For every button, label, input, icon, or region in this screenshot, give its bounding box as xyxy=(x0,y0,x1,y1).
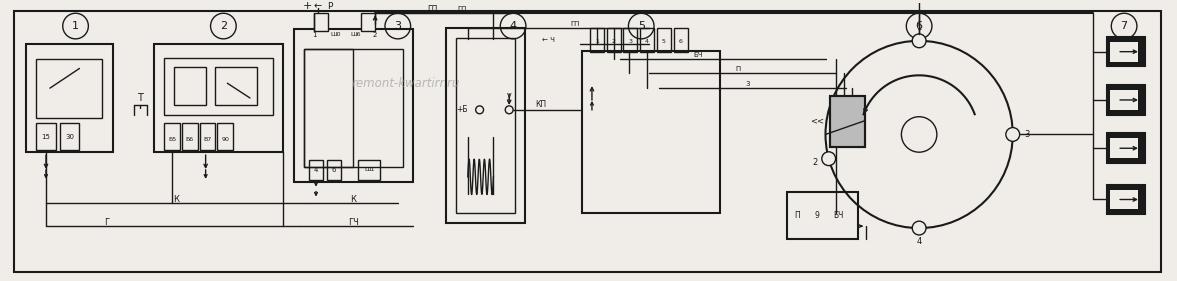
Bar xyxy=(673,28,687,52)
Text: 15: 15 xyxy=(41,134,51,140)
Text: П: П xyxy=(736,66,740,72)
Bar xyxy=(831,96,865,147)
Text: 6: 6 xyxy=(679,39,683,44)
Text: 3: 3 xyxy=(745,81,750,87)
Circle shape xyxy=(822,152,836,166)
Bar xyxy=(304,49,353,167)
Bar xyxy=(215,67,257,105)
Text: 1: 1 xyxy=(594,39,599,44)
Text: 4: 4 xyxy=(645,39,650,44)
Bar xyxy=(165,58,273,115)
Text: Г: Г xyxy=(105,218,109,227)
Text: Р: Р xyxy=(327,2,332,11)
Text: ← Ч: ← Ч xyxy=(543,37,556,43)
Bar xyxy=(1108,37,1145,66)
Text: 7: 7 xyxy=(1121,21,1128,31)
Text: +Б: +Б xyxy=(455,105,467,114)
Bar xyxy=(1110,90,1138,110)
Text: 9: 9 xyxy=(814,211,819,220)
Bar xyxy=(787,192,858,239)
Text: Ш1: Ш1 xyxy=(364,167,374,173)
Bar xyxy=(1108,133,1145,163)
Text: 6: 6 xyxy=(332,167,335,173)
Text: П: П xyxy=(794,211,800,220)
Text: 30: 30 xyxy=(65,134,74,140)
Text: 2: 2 xyxy=(813,158,818,167)
Bar xyxy=(314,13,328,31)
Circle shape xyxy=(912,34,926,48)
Bar xyxy=(657,28,671,52)
Text: Ш6: Ш6 xyxy=(351,32,360,37)
Text: 3: 3 xyxy=(629,39,632,44)
Text: 1: 1 xyxy=(312,32,317,38)
Bar xyxy=(182,123,198,150)
Text: 4: 4 xyxy=(510,21,517,31)
Text: remont-kwartirr.ru: remont-kwartirr.ru xyxy=(352,77,460,90)
Bar xyxy=(1110,42,1138,62)
Bar xyxy=(327,160,340,180)
Bar xyxy=(640,28,654,52)
Text: 2: 2 xyxy=(373,32,378,38)
Text: <<: << xyxy=(810,116,824,125)
Text: 5: 5 xyxy=(638,21,645,31)
Text: У: У xyxy=(507,94,512,103)
Bar xyxy=(361,13,375,31)
Text: К: К xyxy=(351,195,357,204)
Text: 1: 1 xyxy=(72,21,79,31)
Text: В7: В7 xyxy=(204,137,212,142)
Bar xyxy=(1110,139,1138,158)
Bar xyxy=(358,160,380,180)
Bar xyxy=(590,28,604,52)
Bar xyxy=(294,29,413,182)
Bar xyxy=(154,44,282,152)
Text: 3: 3 xyxy=(1024,130,1029,139)
Text: БЧ: БЧ xyxy=(833,211,844,220)
Text: Т: Т xyxy=(137,93,142,103)
Text: 1: 1 xyxy=(917,22,922,31)
Text: +: + xyxy=(302,1,312,11)
Bar xyxy=(36,123,55,150)
Bar xyxy=(200,123,215,150)
Bar xyxy=(606,28,620,52)
Bar xyxy=(446,28,525,223)
Text: Б6: Б6 xyxy=(186,137,194,142)
Bar xyxy=(1110,190,1138,209)
Bar xyxy=(218,123,233,150)
Circle shape xyxy=(1006,128,1019,141)
Text: 6: 6 xyxy=(916,21,923,31)
Bar xyxy=(831,96,865,147)
Text: 2: 2 xyxy=(220,21,227,31)
Text: 90: 90 xyxy=(221,137,230,142)
Text: 4: 4 xyxy=(917,237,922,246)
Bar xyxy=(1108,185,1145,214)
Text: ←: ← xyxy=(314,1,322,11)
Text: КП: КП xyxy=(536,100,546,109)
Text: ГП: ГП xyxy=(427,5,438,14)
Bar xyxy=(624,28,637,52)
Text: 5: 5 xyxy=(661,39,666,44)
Bar xyxy=(455,38,516,213)
Bar xyxy=(26,44,113,152)
Text: Б5: Б5 xyxy=(168,137,177,142)
Circle shape xyxy=(912,221,926,235)
Bar xyxy=(1108,85,1145,115)
Bar xyxy=(165,123,180,150)
Bar xyxy=(60,123,80,150)
Bar xyxy=(310,160,322,180)
Text: Ш0: Ш0 xyxy=(331,32,341,37)
Bar xyxy=(174,67,206,105)
Text: ГП: ГП xyxy=(457,6,466,12)
Text: ГП: ГП xyxy=(571,21,580,27)
Text: 3: 3 xyxy=(394,21,401,31)
Text: К: К xyxy=(173,195,179,204)
Text: 2: 2 xyxy=(612,39,616,44)
Bar xyxy=(583,51,720,213)
Text: ГЧ: ГЧ xyxy=(348,218,359,227)
Text: 4: 4 xyxy=(314,167,318,173)
Bar xyxy=(36,58,102,118)
Bar xyxy=(304,49,403,167)
Text: БЧ: БЧ xyxy=(693,52,703,58)
